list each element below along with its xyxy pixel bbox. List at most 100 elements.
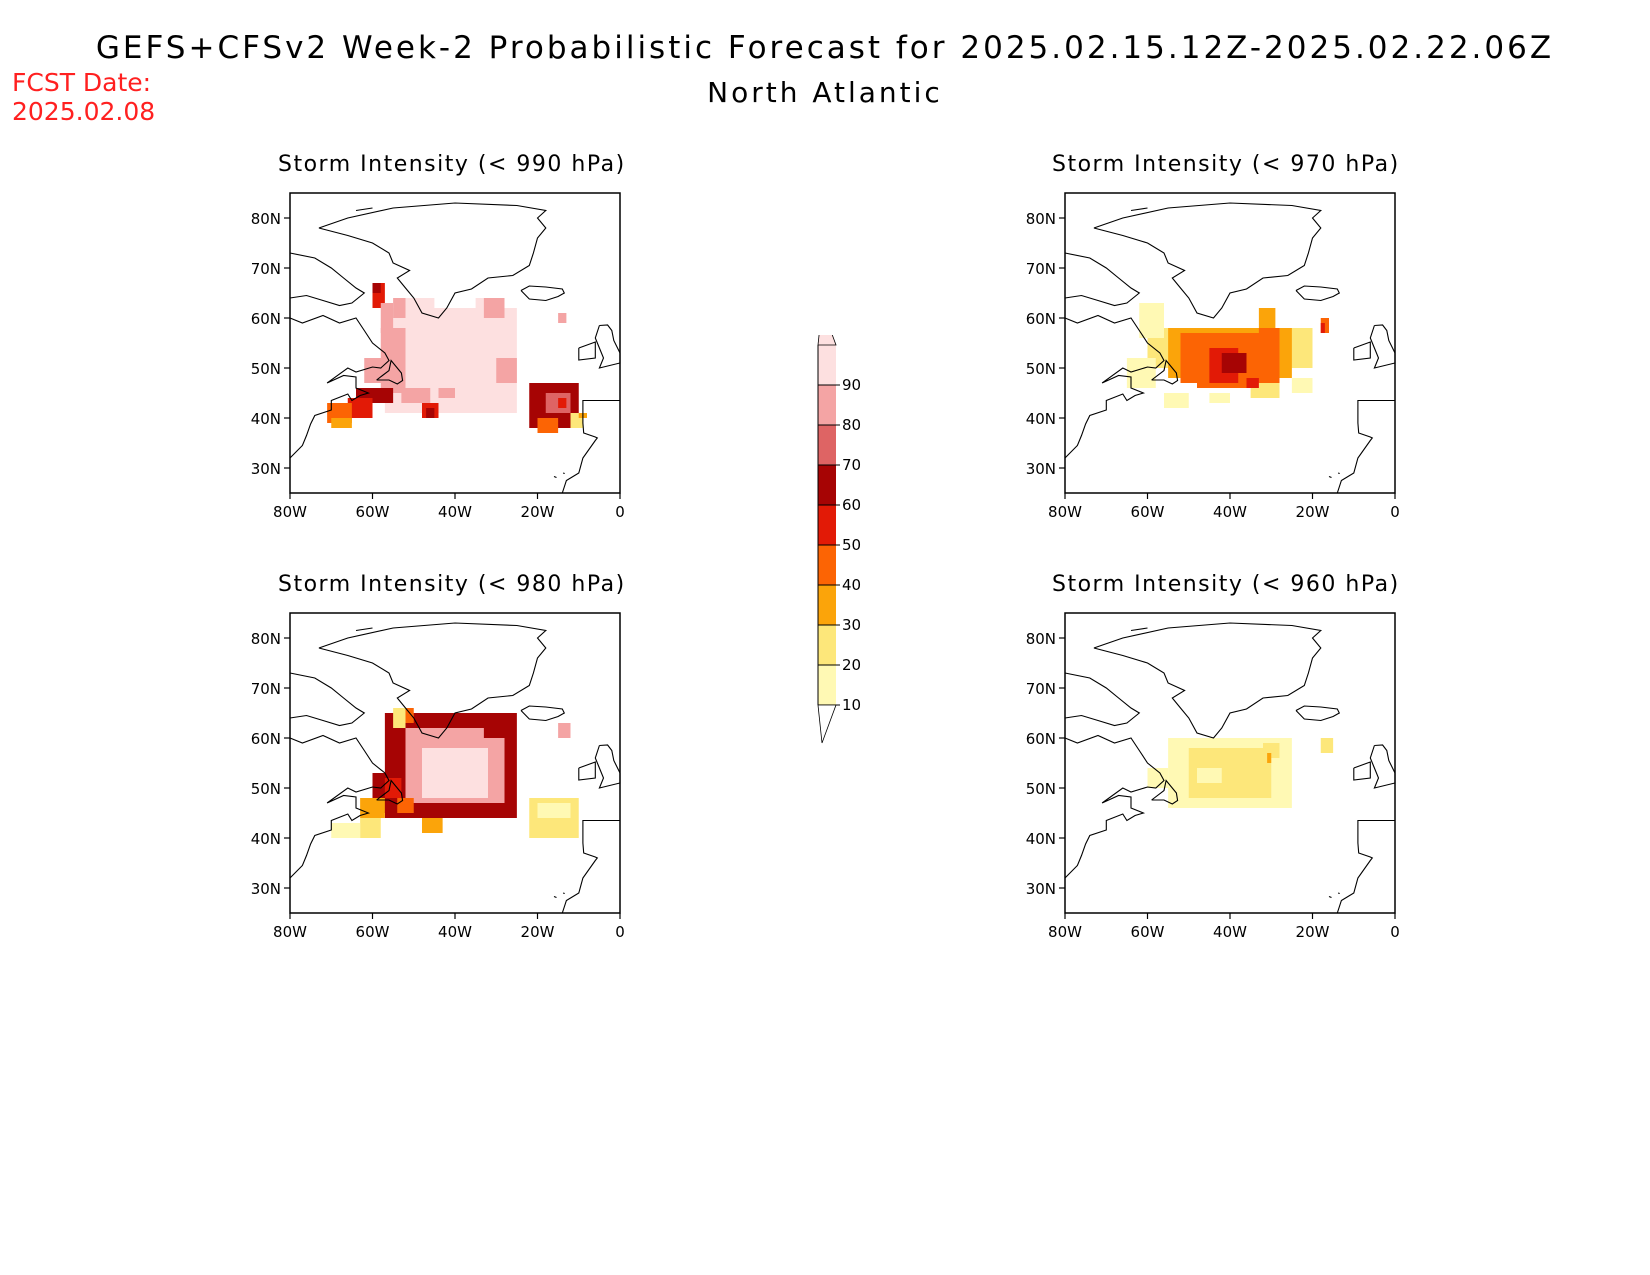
- probability-cell: [372, 283, 381, 293]
- coastline-segment: [520, 285, 566, 302]
- probability-cell: [1258, 308, 1276, 328]
- lon-tick-label: 60W: [356, 923, 390, 941]
- probability-cell: [331, 418, 352, 428]
- probability-cell: [393, 298, 406, 318]
- coastline-segment: [1093, 622, 1323, 739]
- lon-tick-label: 40W: [1213, 503, 1247, 521]
- coastline-segment: [520, 705, 566, 722]
- lat-tick-label: 70N: [1026, 680, 1056, 698]
- map-panel-960: 80N 70N 60N 50N 40N 30N 80W 60W 40W 20W 0: [1026, 612, 1400, 941]
- probability-cell: [558, 313, 567, 323]
- coastline-segment: [1369, 744, 1396, 789]
- coastline-segment: [1336, 819, 1395, 914]
- coastline-segment: [1064, 252, 1141, 307]
- colorbar-label: 80: [842, 416, 861, 434]
- coastline-segment: [1328, 475, 1332, 479]
- colorbar-bottom-arrow: [817, 704, 837, 744]
- lon-tick-label: 20W: [521, 503, 555, 521]
- colorbar-segment: [818, 465, 836, 505]
- colorbar-legend: 10 20 30 40 50 60 70 80 90: [817, 335, 861, 744]
- coastline-segment: [594, 324, 621, 369]
- lat-tick-label: 80N: [1026, 630, 1056, 648]
- lat-tick-label: 30N: [1026, 460, 1056, 478]
- probability-cell: [384, 778, 402, 798]
- map-panel-970: 80N 70N 60N 50N 40N 30N 80W 60W 40W 20W 0: [1026, 192, 1400, 521]
- lat-tick-label: 60N: [251, 730, 281, 748]
- probability-field: [1126, 303, 1329, 408]
- colorbar-label: 30: [842, 616, 861, 634]
- coastline-segment: [355, 207, 373, 212]
- coastline-segment: [1064, 672, 1141, 727]
- lat-tick-label: 40N: [251, 830, 281, 848]
- probability-cell: [1139, 303, 1164, 338]
- lat-tick-label: 60N: [1026, 310, 1056, 328]
- lon-tick-label: 80W: [273, 923, 307, 941]
- coastline-segment: [289, 252, 366, 307]
- coastline-segment: [1130, 627, 1148, 632]
- colorbar-segment: [818, 505, 836, 545]
- probability-cell: [422, 818, 443, 833]
- coastline-segment: [289, 314, 390, 459]
- coastline-segment: [1353, 761, 1371, 781]
- lat-tick-label: 50N: [251, 780, 281, 798]
- lon-tick-label: 20W: [1296, 503, 1330, 521]
- coastline-segment: [553, 475, 557, 479]
- lat-tick-label: 60N: [1026, 730, 1056, 748]
- main-title: GEFS+CFSv2 Week-2 Probabilistic Forecast…: [95, 30, 1555, 66]
- coastline-segment: [1336, 399, 1395, 494]
- coastline-segment: [318, 622, 548, 739]
- lon-tick-label: 20W: [521, 923, 555, 941]
- panel-title-970: Storm Intensity (< 970 hPa): [1052, 152, 1400, 177]
- coastline-segment: [1337, 472, 1340, 475]
- probability-cell: [1320, 738, 1334, 753]
- probability-cell: [1320, 323, 1325, 333]
- probability-cell: [1291, 378, 1313, 393]
- colorbar-label: 20: [842, 656, 861, 674]
- coastline-segment: [561, 819, 620, 914]
- coastline-segment: [289, 672, 366, 727]
- probability-cell: [401, 388, 431, 403]
- map-panel-980: 80N 70N 60N 50N 40N 30N 80W 60W 40W 20W 0: [251, 612, 625, 941]
- coastline-segment: [376, 359, 404, 385]
- lat-tick-label: 30N: [251, 460, 281, 478]
- colorbar-segment: [818, 345, 836, 385]
- lon-tick-label: 0: [1390, 503, 1400, 521]
- probability-cell: [558, 398, 567, 408]
- lon-tick-label: 80W: [1048, 923, 1082, 941]
- coastline-segment: [578, 761, 596, 781]
- lon-tick-label: 0: [1390, 923, 1400, 941]
- colorbar-top-arrow: [817, 335, 837, 346]
- coastline-segment: [578, 341, 596, 361]
- lat-tick-label: 60N: [251, 310, 281, 328]
- probability-cell: [1258, 328, 1280, 348]
- lat-tick-label: 50N: [1026, 780, 1056, 798]
- coastline-segment: [594, 744, 621, 789]
- forecast-date-label: FCST Date:: [12, 68, 152, 97]
- probability-cell: [558, 723, 571, 738]
- probability-cell: [1267, 753, 1272, 763]
- lat-tick-label: 40N: [1026, 830, 1056, 848]
- probability-cell: [496, 358, 517, 383]
- colorbar-label: 40: [842, 576, 861, 594]
- probability-field: [1147, 738, 1334, 808]
- probability-cell: [1209, 393, 1230, 403]
- probability-cell: [347, 398, 373, 418]
- colorbar-label: 90: [842, 376, 861, 394]
- colorbar-segment: [818, 585, 836, 625]
- coastline-segment: [561, 399, 620, 494]
- colorbar-label: 10: [842, 696, 861, 714]
- lat-tick-label: 70N: [1026, 260, 1056, 278]
- panel-title-980: Storm Intensity (< 980 hPa): [278, 572, 626, 597]
- coastline-segment: [1064, 734, 1165, 879]
- probability-cell: [397, 798, 414, 813]
- colorbar-label: 50: [842, 536, 861, 554]
- coastline-segment: [1130, 207, 1148, 212]
- coastlines: [1064, 202, 1396, 494]
- lat-tick-label: 30N: [1026, 880, 1056, 898]
- probability-cell: [1147, 768, 1169, 788]
- coastlines: [1064, 622, 1396, 914]
- colorbar-label: 70: [842, 456, 861, 474]
- lon-tick-label: 60W: [356, 503, 390, 521]
- probability-cell: [1246, 378, 1259, 388]
- coastline-segment: [355, 627, 373, 632]
